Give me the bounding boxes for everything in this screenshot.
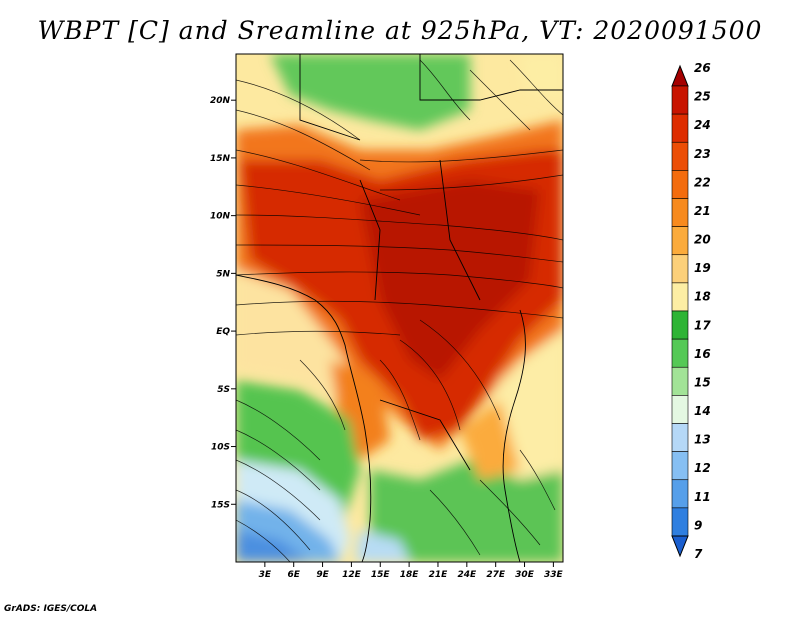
colorbar-swatch	[671, 254, 689, 284]
colorbar-swatch	[671, 451, 689, 481]
colorbar-label: 25	[694, 90, 711, 104]
colorbar-label: 22	[694, 175, 711, 189]
lon-tick-label: 15E	[371, 570, 391, 580]
colorbar-label: 26	[694, 61, 711, 75]
lon-tick-label: 3E	[259, 570, 272, 580]
colorbar-swatch	[671, 479, 689, 509]
longitude-axis: 3E 6E 9E 12E 15E 18E 21E 24E 27E 30E 33E	[259, 562, 564, 580]
colorbar-swatch	[671, 366, 689, 396]
colorbar-swatch	[671, 226, 689, 256]
lon-tick-label: 33E	[544, 570, 564, 580]
colorbar-label: 16	[694, 347, 711, 361]
footer-credit: GrADS: IGES/COLA	[4, 604, 98, 614]
country-borders	[236, 54, 563, 562]
lat-tick-label: 10N	[210, 212, 231, 222]
colorbar-swatch	[671, 282, 689, 312]
wbpt-field	[236, 54, 563, 562]
colorbar-swatch	[671, 198, 689, 227]
colorbar-label: 21	[694, 204, 711, 218]
lat-tick-label: 15S	[211, 500, 230, 510]
map-panel	[235, 53, 564, 563]
map-frame	[235, 53, 564, 563]
lon-tick-label: 12E	[342, 570, 362, 580]
colorbar-swatch	[671, 507, 689, 537]
lat-tick-label: 20N	[210, 96, 231, 106]
lon-tick-label: 9E	[316, 570, 329, 580]
lat-tick-label: 10S	[211, 443, 230, 453]
colorbar: 26 25 24 23 22 21 20 19 18 17 16 15 14 13 12 11 9 7	[671, 61, 711, 561]
lon-tick-label: 18E	[400, 570, 420, 580]
colorbar-swatch	[671, 395, 689, 424]
chart-title: WBPT [C] and Sreamline at 925hPa, VT: 20…	[37, 16, 763, 45]
lon-tick-label: 21E	[429, 570, 449, 580]
colorbar-label: 19	[694, 261, 711, 275]
lat-tick-label: 15N	[210, 154, 231, 164]
lon-tick-label: 27E	[486, 570, 506, 580]
colorbar-swatch	[671, 170, 689, 199]
colorbar-label: 13	[694, 433, 711, 447]
colorbar-swatch	[671, 85, 689, 115]
latitude-axis: 20N 15N 10N 5N EQ 5S 10S 15S	[210, 96, 236, 510]
colorbar-swatch	[671, 113, 689, 143]
colorbar-label: 20	[694, 233, 711, 247]
colorbar-label: 14	[694, 404, 711, 418]
colorbar-label: 12	[694, 461, 711, 475]
lat-tick-label: 5S	[217, 385, 230, 395]
colorbar-label: 11	[694, 490, 711, 504]
colorbar-label: 9	[694, 518, 702, 532]
colorbar-label: 23	[694, 147, 711, 161]
colorbar-label: 24	[694, 118, 711, 132]
lon-tick-label: 24E	[457, 570, 477, 580]
colorbar-label: 17	[694, 318, 711, 332]
streamlines	[236, 59, 563, 562]
colorbar-swatch	[671, 141, 689, 171]
lat-tick-label: 5N	[216, 269, 230, 279]
colorbar-label: 15	[694, 375, 711, 389]
colorbar-label: 18	[694, 290, 711, 304]
colorbar-swatch	[671, 423, 689, 452]
lon-tick-label: 6E	[287, 570, 300, 580]
colorbar-max-arrow	[671, 64, 689, 87]
colorbar-swatch	[671, 338, 689, 368]
lon-tick-label: 30E	[515, 570, 535, 580]
colorbar-label: 7	[694, 547, 703, 561]
colorbar-min-arrow	[671, 535, 689, 558]
colorbar-swatch	[671, 310, 689, 340]
lat-tick-label: EQ	[216, 327, 230, 337]
